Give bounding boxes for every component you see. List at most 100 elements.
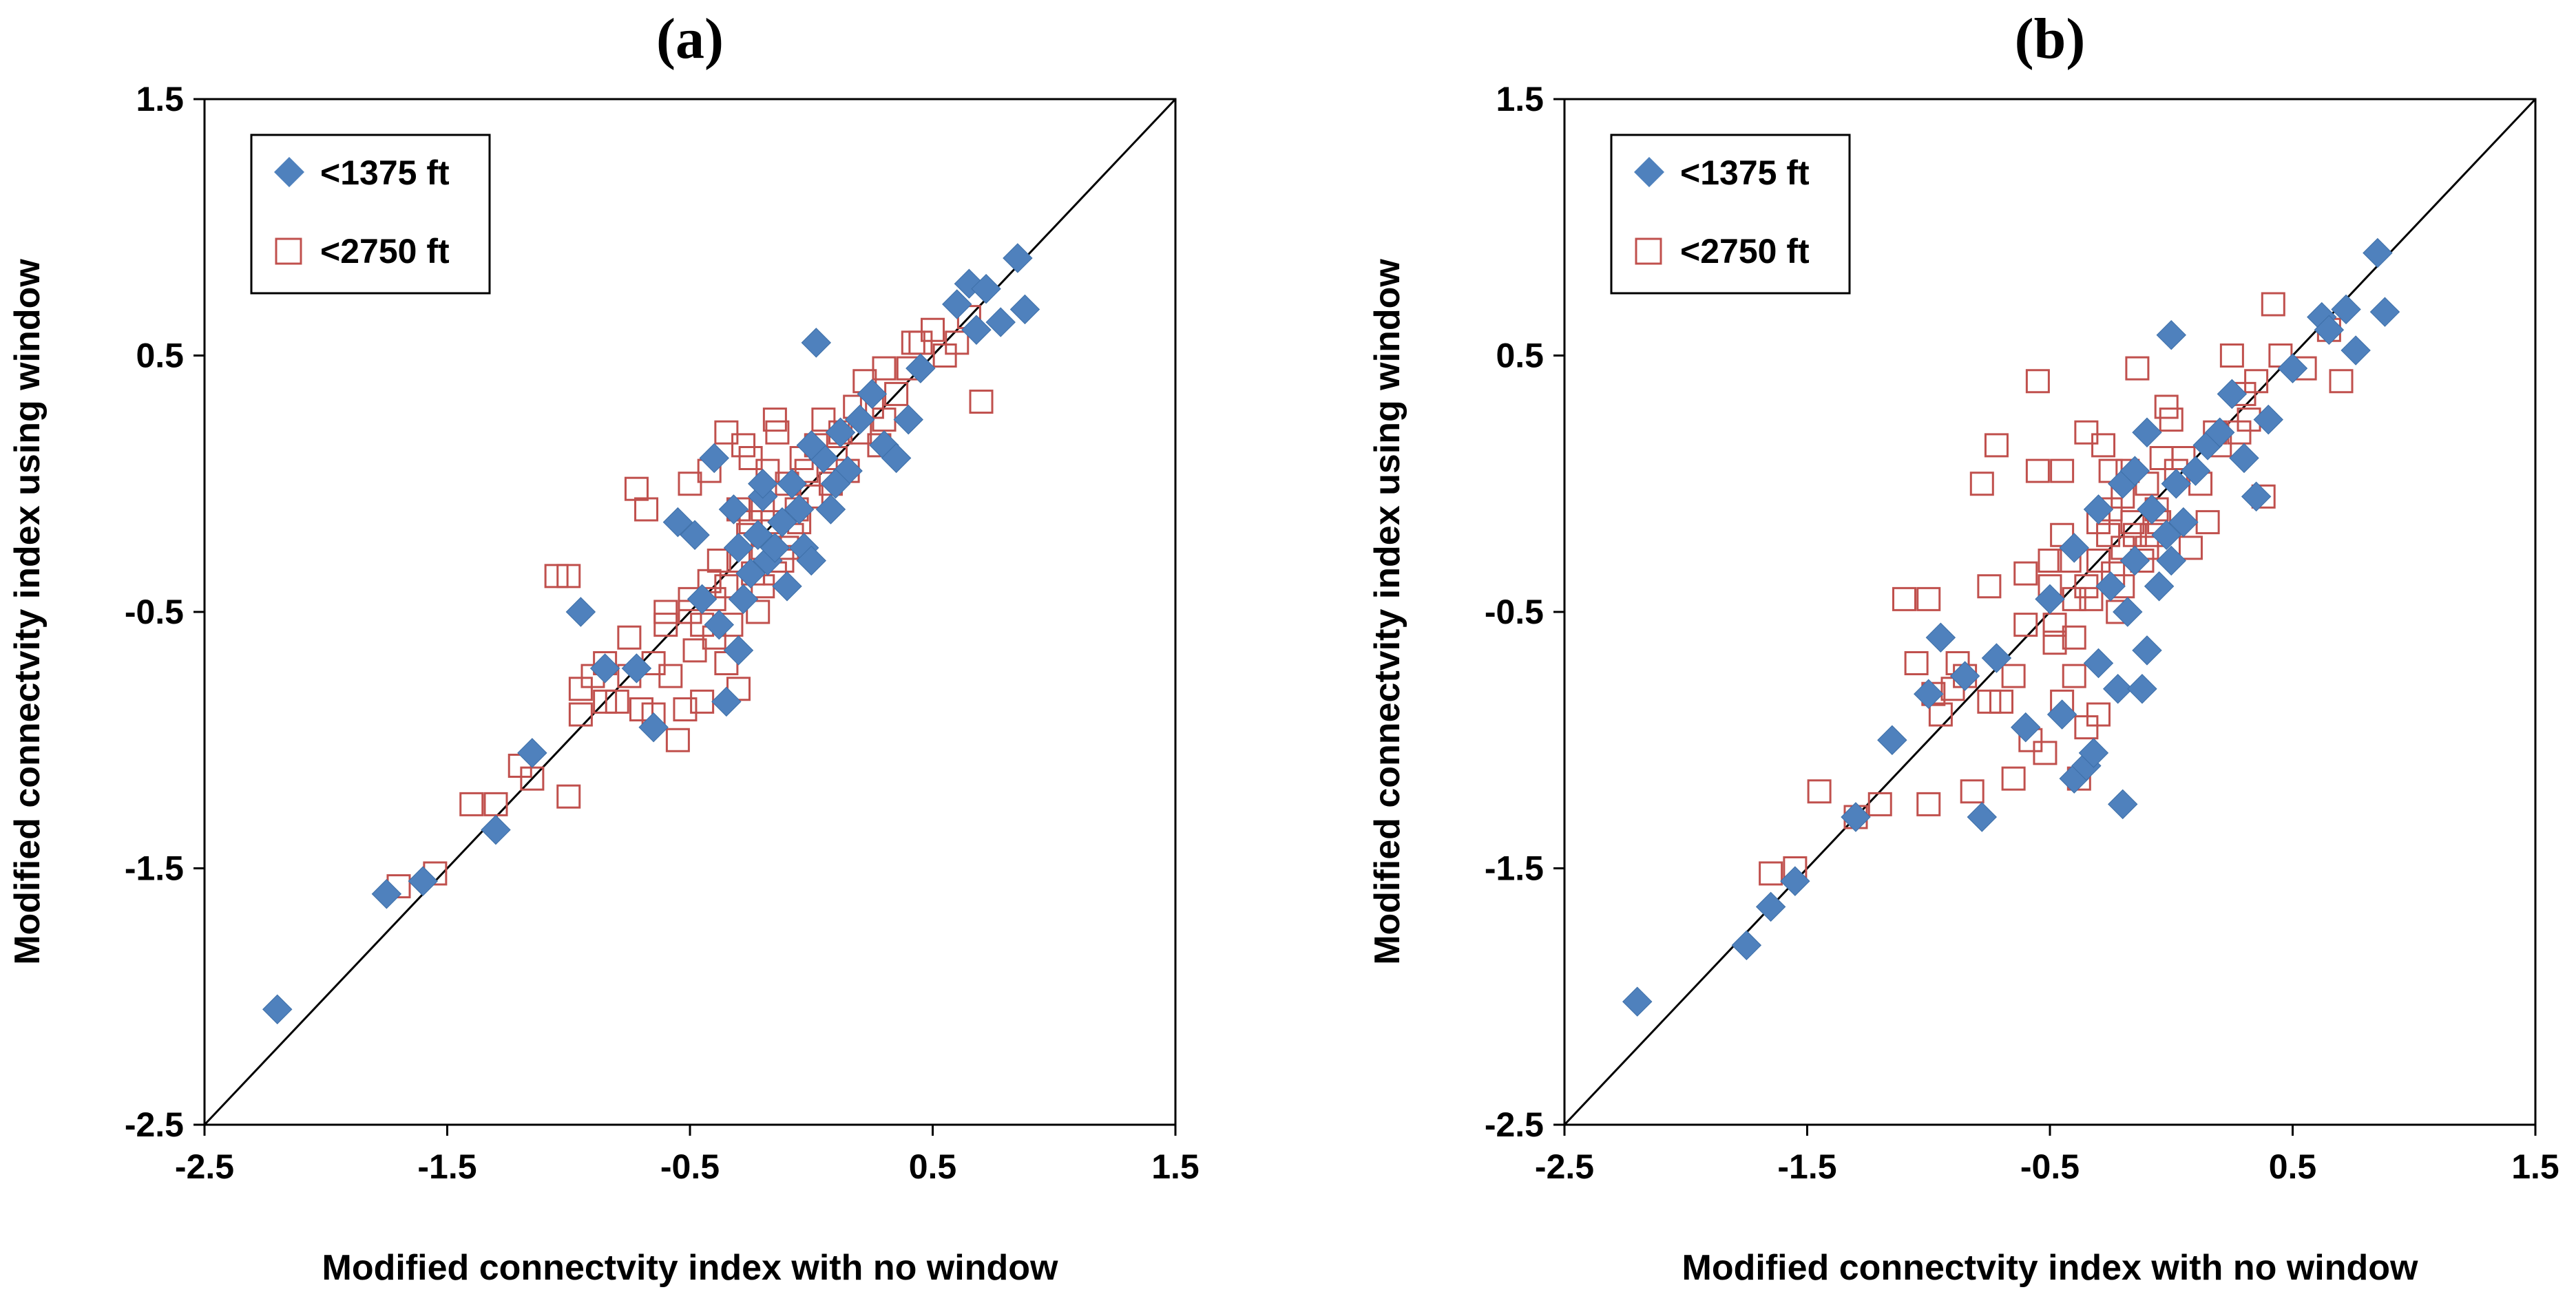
panel-a-point-1375ft: [881, 443, 912, 474]
panel-a-title: (a): [656, 7, 724, 71]
panel-a: (a) -2.5 -1.5 -0.5 0.5 1.5 -2.5 -1.5 -0.5 0.5 1.…: [8, 7, 1200, 1288]
panel-a-point-2750ft: [658, 664, 683, 688]
panel-b-point-2750ft: [2042, 631, 2067, 655]
panel-b-legend-diamond-marker: [1634, 157, 1664, 187]
panel-a-point-2750ft: [556, 564, 581, 589]
panel-b-point-1375ft: [2035, 584, 2065, 615]
panel-a-point-1375ft: [735, 558, 766, 589]
panel-b-point-1375ft: [2137, 494, 2167, 525]
panel-a-point-1375ft: [825, 417, 856, 447]
panel-a-point-1375ft: [815, 494, 846, 525]
panel-a-x-tick-label: -0.5: [660, 1147, 720, 1186]
panel-b-point-2750ft: [1759, 861, 1783, 886]
panel-a-point-1375ft: [961, 315, 992, 345]
panel-a-point-1375ft: [704, 609, 735, 640]
panel-a-point-2750ft: [653, 613, 678, 637]
panel-b-series-diamonds: [1622, 237, 2400, 1017]
panel-b-point-1375ft: [2331, 294, 2361, 325]
panel-a-point-1375ft: [638, 712, 669, 743]
panel-b-point-1375ft: [2127, 674, 2157, 704]
panel-b-point-1375ft: [1731, 930, 1762, 960]
panel-b-point-1375ft: [2168, 507, 2199, 538]
panel-a-point-1375ft: [767, 507, 797, 538]
panel-b-point-2750ft: [2329, 369, 2354, 394]
panel-a-legend-diamond-marker: [274, 157, 304, 187]
panel-b-point-2750ft: [1928, 702, 1953, 727]
panel-a-point-1375ft: [971, 273, 1001, 304]
panel-b-point-1375ft: [1925, 622, 1956, 653]
panel-a-point-2750ft: [544, 564, 569, 589]
panel-b-point-1375ft: [1877, 725, 1907, 755]
panel-b-point-1375ft: [1981, 643, 2012, 673]
panel-b-point-2750ft: [2001, 664, 2026, 688]
panel-b-title: (b): [2015, 7, 2086, 71]
panel-b-point-1375ft: [2156, 319, 2186, 350]
panel-a-point-1375ft: [371, 879, 402, 909]
panel-a-point-1375ft: [748, 469, 778, 499]
panel-a-y-tick-label: -0.5: [125, 593, 184, 631]
panel-a-point-1375ft: [687, 584, 718, 615]
panel-b-point-1375ft: [2217, 379, 2248, 410]
panel-a-series-diamonds: [262, 243, 1040, 1025]
panel-a-point-1375ft: [711, 686, 742, 717]
panel-b-point-2750ft: [1960, 779, 1985, 804]
panel-a-reference-line: [203, 98, 1177, 1126]
panel-b-point-1375ft: [2113, 597, 2143, 627]
panel-b-point-2750ft: [1977, 689, 2002, 714]
panel-b-point-2750ft: [1867, 792, 1892, 816]
panel-a-point-1375ft: [565, 597, 596, 627]
panel-b-point-2750ft: [2013, 613, 2038, 637]
panel-a-point-2750ft: [738, 446, 763, 470]
panel-a-y-tick-label: -2.5: [125, 1105, 184, 1144]
panel-a-point-1375ft: [723, 533, 754, 563]
panel-a-point-2750ft: [714, 574, 739, 599]
panel-b-point-2750ft: [2219, 343, 2244, 368]
panel-a-y-ticks: -2.5 -1.5 -0.5 0.5 1.5: [125, 80, 205, 1144]
panel-a-point-2750ft: [921, 317, 945, 342]
panel-a-point-1375ft: [942, 289, 972, 319]
panel-a-point-2750ft: [746, 600, 771, 624]
panel-a-point-1375ft: [589, 653, 620, 684]
panel-b-y-tick-label: -2.5: [1485, 1105, 1544, 1144]
panel-b-point-1375ft: [2314, 315, 2345, 345]
panel-b-point-1375ft: [2083, 494, 2114, 525]
panel-a-point-2750ft: [969, 390, 994, 414]
panel-b-y-ticks: -2.5 -1.5 -0.5 0.5 1.5: [1485, 80, 1564, 1144]
panel-a-point-1375ft: [784, 494, 815, 525]
panel-b-legend-label-1375: <1375 ft: [1680, 153, 1810, 192]
panel-a-x-tick-label: 1.5: [1151, 1147, 1200, 1186]
panel-a-x-ticks: -2.5 -1.5 -0.5 0.5 1.5: [175, 1125, 1200, 1186]
panel-b-point-1375ft: [1914, 679, 1944, 709]
panel-b-point-2750ft: [2038, 549, 2062, 573]
panel-b-y-axis-label: Modified connectvity index using window: [1368, 259, 1407, 965]
panel-b: (b) -2.5 -1.5 -0.5 0.5 1.5 -2.5 -1.5 -0.5 0.5 1.…: [1368, 7, 2559, 1288]
panel-b-point-1375ft: [2369, 297, 2400, 327]
panel-a-point-2750ft: [459, 792, 484, 816]
panel-b-point-2750ft: [2042, 613, 2067, 637]
panel-b-point-1375ft: [2132, 417, 2162, 447]
panel-b-point-2750ft: [2120, 510, 2145, 535]
panel-b-point-1375ft: [2046, 699, 2077, 730]
panel-b-point-1375ft: [2156, 545, 2186, 576]
panel-a-point-1375ft: [662, 507, 693, 538]
panel-a-point-2750ft: [593, 689, 618, 714]
panel-a-point-2750ft: [811, 407, 836, 432]
panel-b-x-tick-label: 0.5: [2269, 1147, 2317, 1186]
panel-a-point-2750ft: [945, 330, 970, 355]
panel-a-point-1375ft: [481, 814, 511, 845]
panel-b-point-1375ft: [2205, 417, 2235, 447]
panel-b-x-tick-label: -0.5: [2020, 1147, 2080, 1186]
panel-b-y-tick-label: 0.5: [1496, 337, 1544, 375]
panel-b-point-1375ft: [1967, 802, 1998, 832]
panel-a-point-1375ft: [857, 379, 888, 410]
panel-a-x-tick-label: 0.5: [909, 1147, 957, 1186]
panel-a-point-1375ft: [893, 404, 923, 435]
panel-b-point-1375ft: [2059, 533, 2089, 563]
panel-b-point-1375ft: [2253, 404, 2283, 435]
panel-a-point-2750ft: [568, 677, 593, 701]
panel-a-point-2750ft: [624, 476, 649, 501]
panel-b-point-2750ft: [2025, 369, 2050, 394]
panel-b-point-1375ft: [2132, 635, 2162, 666]
panel-b-point-1375ft: [2144, 571, 2175, 602]
